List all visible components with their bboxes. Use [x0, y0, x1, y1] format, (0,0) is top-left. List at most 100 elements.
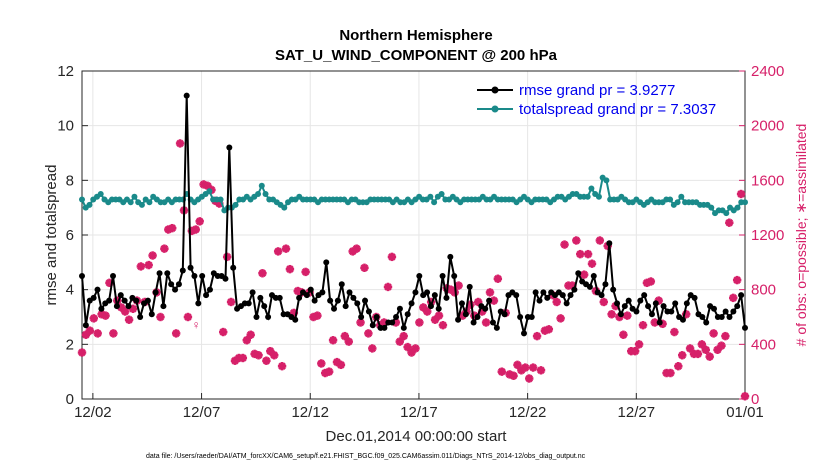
rmse-point	[633, 308, 640, 315]
rmse-point	[443, 294, 450, 301]
obs-point	[701, 345, 710, 354]
series-obs-assimilated	[77, 139, 750, 401]
obs-point	[576, 249, 585, 259]
rmse-point	[400, 324, 407, 331]
rmse-point	[691, 294, 698, 301]
obs-point	[532, 331, 542, 341]
obs-point	[725, 218, 734, 227]
obs-point	[313, 311, 322, 320]
rmse-point	[742, 324, 748, 331]
rmse-point	[536, 297, 543, 304]
rmse-point	[458, 300, 465, 307]
rmse-point	[408, 300, 415, 307]
rmse-point	[517, 314, 524, 320]
rmse-point	[648, 311, 655, 318]
obs-point	[709, 329, 718, 338]
obs-point	[175, 139, 185, 148]
rmse-point	[544, 294, 551, 301]
rmse-point	[261, 303, 268, 310]
obs-point	[156, 312, 165, 322]
rmse-point	[656, 319, 663, 326]
rmse-point	[311, 297, 318, 304]
rmse-point	[98, 305, 105, 312]
obs-point	[93, 329, 102, 338]
rmse-point	[431, 292, 438, 299]
rmse-point	[365, 308, 372, 315]
totalspread-point	[431, 199, 438, 206]
rmse-point	[621, 303, 628, 310]
obs-point	[729, 293, 738, 303]
obs-point	[183, 312, 193, 322]
totalspread-point	[674, 199, 681, 206]
rmse-point	[245, 300, 252, 307]
rmse-point	[106, 297, 113, 304]
totalspread-point	[138, 201, 145, 208]
obs-point	[191, 225, 200, 234]
rmse-point	[470, 319, 477, 326]
rmse-point	[373, 314, 380, 320]
y-right-tick-label: 0	[751, 391, 759, 408]
totalspread-point	[603, 177, 610, 184]
series-rmse	[79, 92, 748, 337]
y-right-tick-label: 1600	[751, 172, 784, 189]
rmse-point	[350, 294, 357, 301]
totalspread-point	[678, 193, 685, 200]
rmse-point	[462, 311, 469, 318]
x-axis: 12/02 12/07 12/12 12/17 12/22 12/27 01/01	[74, 393, 764, 421]
legend-spread-label: totalspread grand pr = 7.3037	[519, 101, 716, 118]
totalspread-point	[667, 196, 674, 203]
rmse-point	[156, 270, 163, 277]
y-tick-label: 0	[66, 391, 74, 408]
obs-point	[646, 277, 656, 286]
obs-point	[536, 366, 546, 375]
obs-point	[195, 217, 204, 226]
obs-point	[242, 336, 251, 345]
rmse-point	[94, 286, 101, 293]
obs-point	[171, 329, 181, 338]
rmse-point	[222, 275, 229, 282]
obs-point	[485, 288, 495, 297]
obs-point	[136, 262, 146, 271]
rmse-point	[144, 297, 151, 304]
obs-point	[670, 327, 679, 337]
rmse-point	[563, 300, 570, 307]
obs-point	[344, 337, 353, 346]
totalspread-point	[217, 196, 224, 203]
totalspread-point	[595, 193, 602, 200]
rmse-point	[346, 289, 353, 296]
obs-point	[336, 360, 346, 370]
obs-point	[740, 392, 750, 401]
obs-point	[120, 307, 130, 316]
rmse-point	[416, 273, 423, 279]
rmse-point	[327, 297, 334, 304]
rmse-point	[625, 297, 632, 304]
totalspread-point	[97, 191, 104, 197]
obs-point	[368, 344, 377, 353]
obs-point	[262, 356, 271, 365]
rmse-point	[249, 289, 256, 296]
obs-point	[595, 236, 605, 245]
rmse-point	[424, 289, 431, 296]
rmse-point	[230, 264, 237, 271]
obs-point	[717, 341, 726, 350]
obs-point	[579, 270, 589, 279]
obs-point	[497, 367, 506, 376]
y-tick-label: 12	[57, 63, 74, 80]
y-tick-label: 2	[66, 336, 74, 353]
obs-point	[324, 367, 334, 376]
rmse-point	[451, 273, 458, 279]
rmse-point	[152, 289, 159, 296]
obs-point	[607, 310, 616, 319]
rmse-point	[466, 283, 473, 290]
totalspread-point	[255, 191, 262, 197]
x-tick-label: 12/12	[291, 404, 329, 421]
rmse-point	[226, 144, 233, 151]
obs-point	[544, 325, 554, 334]
obs-point	[583, 249, 593, 259]
rmse-point	[338, 281, 345, 288]
rmse-point	[276, 294, 283, 301]
y-right-tick-label: 800	[751, 282, 776, 299]
rmse-point	[265, 314, 272, 320]
obs-point	[399, 331, 408, 341]
